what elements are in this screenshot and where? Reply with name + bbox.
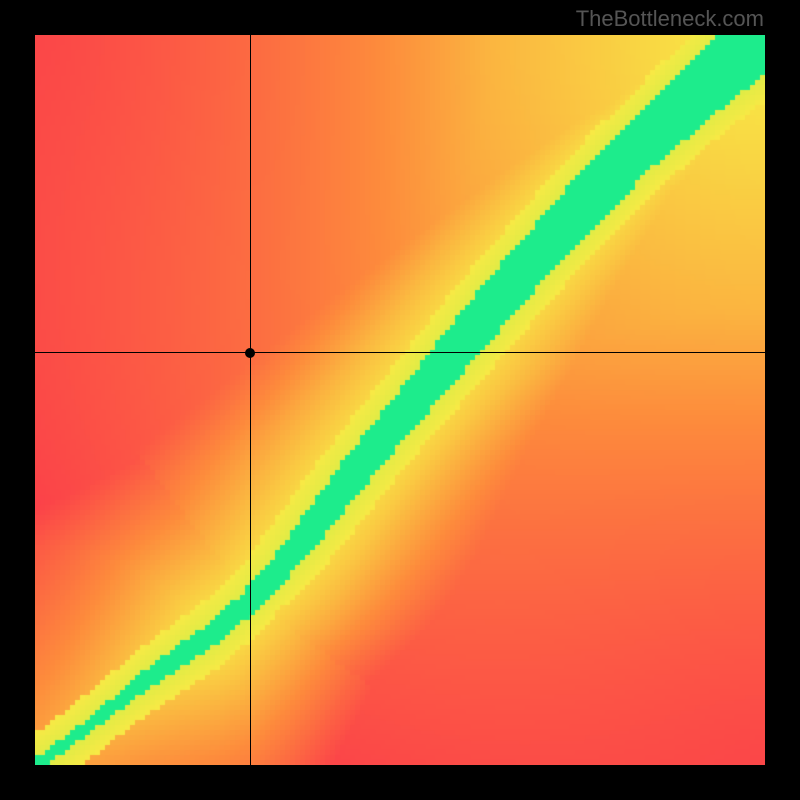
chart-container: TheBottleneck.com <box>0 0 800 800</box>
plot-area <box>35 35 765 765</box>
crosshair-marker <box>245 348 255 358</box>
crosshair-vertical <box>250 35 251 765</box>
watermark-text: TheBottleneck.com <box>576 6 764 32</box>
heatmap-canvas <box>35 35 765 765</box>
crosshair-horizontal <box>35 352 765 353</box>
